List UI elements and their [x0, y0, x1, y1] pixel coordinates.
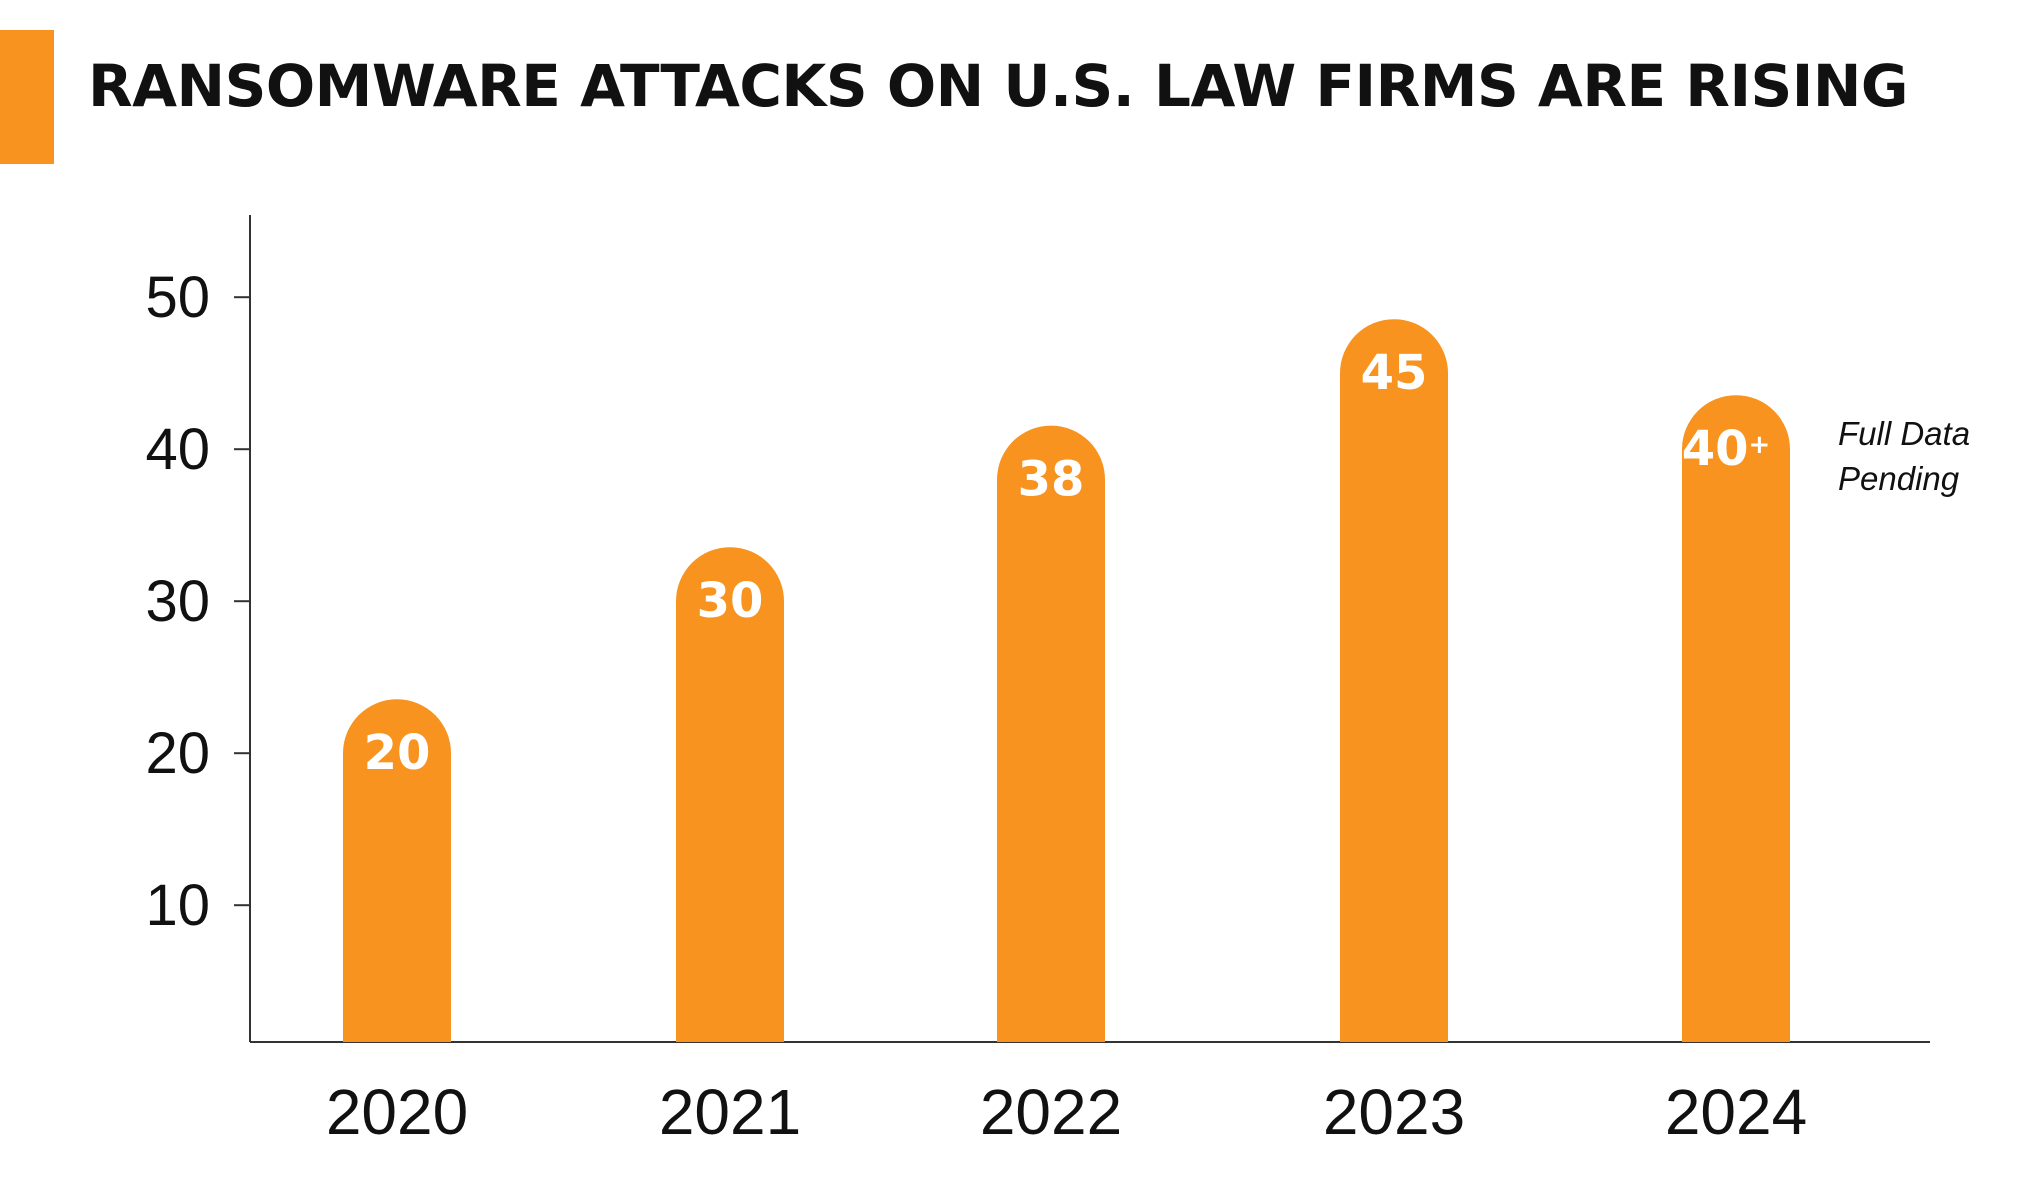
axes: 10 20 30 40 50 — [145, 215, 1930, 1043]
bar-value-label: 20 — [364, 725, 431, 781]
annotation-full-data-pending: Full Data Pending — [1838, 415, 1970, 497]
chart-title: RANSOMWARE ATTACKS ON U.S. LAW FIRMS ARE… — [88, 52, 1909, 120]
x-tick-label: 2021 — [659, 1076, 801, 1148]
x-tick-label: 2024 — [1665, 1076, 1807, 1148]
bar — [1682, 395, 1790, 1042]
bar — [1340, 319, 1448, 1042]
y-tick-label: 20 — [145, 721, 210, 786]
bars — [343, 319, 1790, 1042]
bar — [997, 425, 1105, 1042]
y-tick-label: 50 — [145, 265, 210, 330]
x-tick-label: 2022 — [980, 1076, 1122, 1148]
x-tick-label: 2020 — [326, 1076, 468, 1148]
y-tick-label: 40 — [145, 417, 210, 482]
bar — [343, 699, 451, 1042]
bar-value-label: 38 — [1018, 452, 1085, 508]
bar-value-label: 45 — [1361, 345, 1428, 401]
bar-value-label: 30 — [697, 573, 764, 629]
annotation-line: Full Data — [1838, 415, 1970, 452]
y-tick-label: 30 — [145, 569, 210, 634]
title-accent-bar — [0, 30, 54, 164]
annotation-line: Pending — [1838, 460, 1960, 497]
x-tick-label: 2023 — [1323, 1076, 1465, 1148]
bar-value-suffix: + — [1749, 430, 1771, 460]
y-tick-label: 10 — [145, 873, 210, 938]
bar — [676, 547, 784, 1042]
